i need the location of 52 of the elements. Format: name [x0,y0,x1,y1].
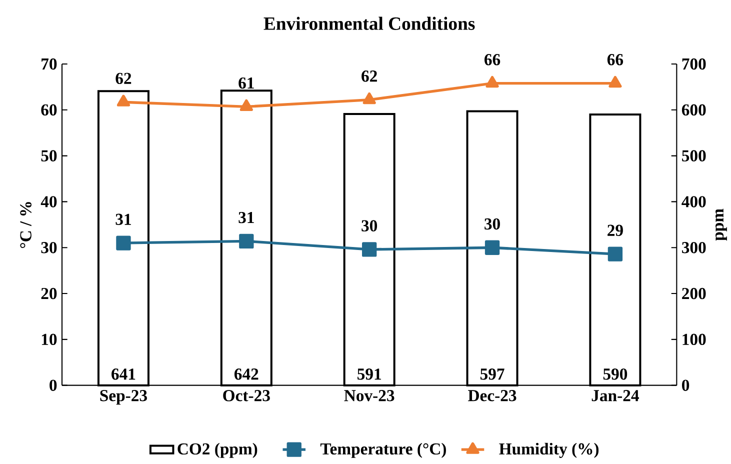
x-tick-label: Dec-23 [468,390,516,402]
x-tick-label: Sep-23 [100,390,147,405]
data-label: 590 [603,368,628,380]
point [362,92,376,104]
y-tick-label: 20 [41,288,57,300]
y2-tick-label: 200 [682,288,706,300]
y2-tick-label: 700 [682,58,706,70]
point [116,94,130,106]
data-label: 66 [607,54,624,66]
x-tick-label: Nov-23 [344,390,394,402]
y-tick-label: 60 [41,104,57,116]
y-axis-title: °C / % [20,202,32,248]
y2-tick-label: 0 [682,380,690,391]
data-label: 31 [238,212,254,224]
y-tick-label: 70 [42,58,57,70]
y2-tick-label: 600 [682,104,706,116]
point [608,246,623,262]
point [484,240,500,255]
data-label: 30 [484,218,500,230]
point [239,234,254,249]
data-label: 61 [238,77,254,89]
point [116,236,131,250]
point [608,76,622,88]
data-label: 29 [608,224,623,236]
point [240,99,253,112]
data-label: 591 [358,368,381,380]
data-label: 62 [116,72,132,84]
y-tick-label: 30 [41,242,57,254]
y2-tick-label: 400 [682,196,706,208]
data-label: 642 [234,368,258,380]
legend-label: CO2 (ppm) [178,442,258,458]
y2-tick-label: 300 [682,242,706,254]
data-label: 597 [480,368,504,380]
x-tick-label: Jan-24 [592,390,639,402]
y-tick-label: 10 [42,334,57,346]
y-tick-label: 0 [50,380,57,391]
point [486,76,499,88]
y2-axis-title: ppm [716,208,727,241]
data-label: 641 [112,368,136,380]
legend-label: Humidity (%) [499,442,599,458]
data-label: 30 [362,220,378,232]
y-tick-label: 40 [40,196,57,208]
data-label: 66 [484,54,500,66]
legend-label: Temperature (°C) [320,442,446,458]
data-label: 31 [116,214,131,225]
chart-title: Environmental Conditions [264,16,475,30]
y2-tick-label: 100 [682,334,706,346]
y2-tick-label: 500 [682,150,706,162]
data-label: 62 [362,70,377,82]
x-tick-label: Oct-23 [223,390,270,402]
y-tick-label: 50 [41,150,57,162]
point [362,242,377,257]
